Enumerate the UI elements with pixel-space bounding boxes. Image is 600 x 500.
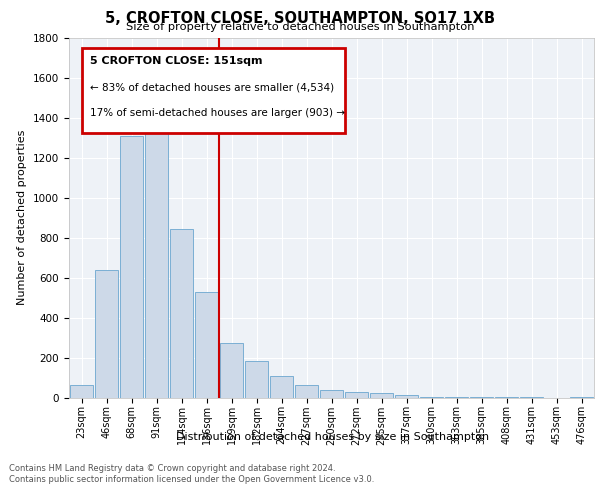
Bar [569,396,593,398]
Text: Contains HM Land Registry data © Crown copyright and database right 2024.: Contains HM Land Registry data © Crown c… [9,464,335,473]
Bar [220,342,244,398]
FancyBboxPatch shape [82,48,344,133]
Bar [95,270,118,398]
Text: Contains public sector information licensed under the Open Government Licence v3: Contains public sector information licen… [9,475,374,484]
Bar [370,393,394,398]
Text: Size of property relative to detached houses in Southampton: Size of property relative to detached ho… [126,22,474,32]
Bar [145,122,169,398]
Text: Distribution of detached houses by size in Southampton: Distribution of detached houses by size … [176,432,490,442]
Bar [245,360,268,398]
Bar [395,395,418,398]
Bar [70,384,94,398]
Y-axis label: Number of detached properties: Number of detached properties [17,130,28,305]
Text: 5 CROFTON CLOSE: 151sqm: 5 CROFTON CLOSE: 151sqm [90,56,263,66]
Bar [269,376,293,398]
Bar [445,397,469,398]
Bar [194,292,218,398]
Bar [419,396,443,398]
Bar [170,228,193,398]
Bar [119,136,143,398]
Bar [344,392,368,398]
Text: ← 83% of detached houses are smaller (4,534): ← 83% of detached houses are smaller (4,… [90,82,334,92]
Text: 5, CROFTON CLOSE, SOUTHAMPTON, SO17 1XB: 5, CROFTON CLOSE, SOUTHAMPTON, SO17 1XB [105,11,495,26]
Bar [320,390,343,398]
Text: 17% of semi-detached houses are larger (903) →: 17% of semi-detached houses are larger (… [90,108,345,118]
Bar [295,384,319,398]
